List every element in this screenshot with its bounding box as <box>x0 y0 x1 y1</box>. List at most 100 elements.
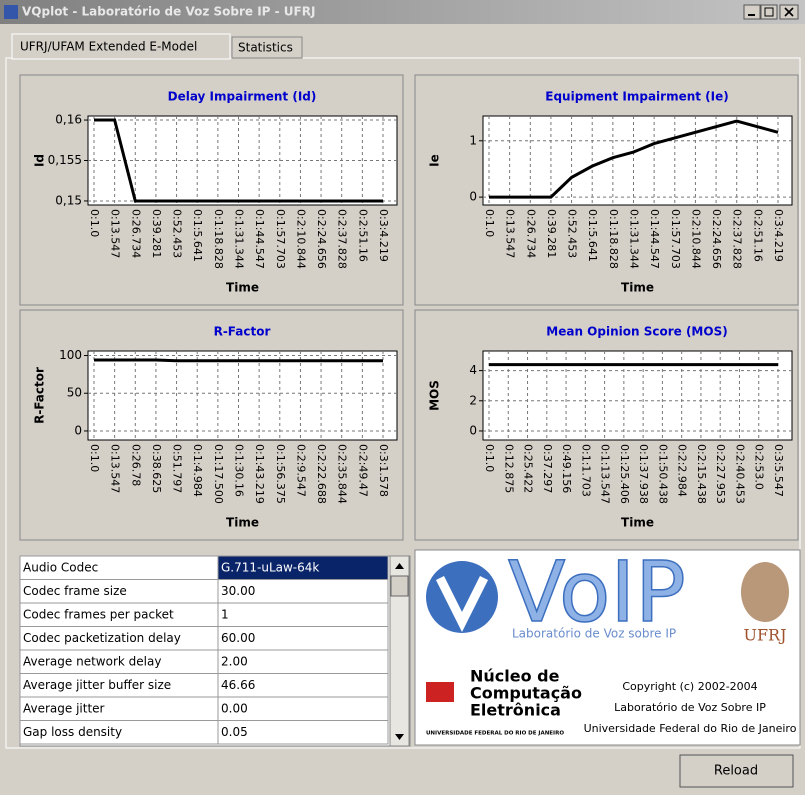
scrollbar[interactable] <box>389 555 410 747</box>
cell-value[interactable] <box>217 720 389 745</box>
param-name: Average network delay <box>23 654 161 668</box>
nce-icon <box>426 682 454 702</box>
x-tick-label: 0:1:50.438 <box>656 444 669 504</box>
x-tick-label: 0:3:1.578 <box>377 444 390 497</box>
x-axis-label: Time <box>621 281 654 295</box>
x-tick-label: 0:2:24.656 <box>315 209 328 269</box>
x-tick-label: 0:2:40.453 <box>733 444 746 504</box>
y-tick-label: 2 <box>469 393 477 407</box>
param-value[interactable]: 60.00 <box>221 631 255 645</box>
tab-label[interactable]: UFRJ/UFAM Extended E-Model <box>20 40 197 54</box>
x-tick-label: 0:1.0 <box>88 444 101 472</box>
window-buttons[interactable] <box>743 4 799 20</box>
x-tick-label: 0:2:53.0 <box>753 444 766 490</box>
x-tick-label: 0:2:37.828 <box>336 209 349 269</box>
y-tick-label: 50 <box>67 386 82 400</box>
param-value[interactable]: 1 <box>221 607 229 621</box>
plot-area <box>87 350 398 441</box>
x-tick-label: 0:1:57.703 <box>669 209 682 269</box>
x-tick-label: 0:51.797 <box>171 444 184 493</box>
y-tick-label: 0,155 <box>48 153 82 167</box>
x-tick-label: 0:2:15.438 <box>695 444 708 504</box>
param-value[interactable]: G.711-uLaw-64k <box>221 560 319 574</box>
y-axis-label: Ie <box>428 154 442 167</box>
x-tick-label: 0:37.297 <box>541 444 554 493</box>
y-axis-label: Id <box>33 154 47 167</box>
x-tick-label: 0:2:35.844 <box>336 444 349 504</box>
copyright: Copyright (c) 2002-2004 <box>622 680 757 693</box>
scroll-up[interactable] <box>395 563 404 569</box>
y-tick-label: 0,15 <box>55 193 82 207</box>
y-axis-label: MOS <box>428 380 442 411</box>
y-tick-label: 0,16 <box>55 113 82 127</box>
y-tick-label: 100 <box>59 348 82 362</box>
x-tick-label: 0:1:17.500 <box>212 444 225 504</box>
param-value[interactable]: 0.00 <box>221 701 248 715</box>
x-tick-label: 0:1:4.984 <box>191 444 204 497</box>
lab-text: Laboratório de Voz sobre IP <box>512 627 676 641</box>
minimize[interactable] <box>743 4 761 20</box>
x-tick-label: 0:25.422 <box>522 444 535 493</box>
x-axis-label: Time <box>621 516 654 530</box>
y-tick-label: 0 <box>469 190 477 204</box>
x-axis-label: Time <box>226 516 259 530</box>
param-name: Average jitter <box>23 701 105 715</box>
x-tick-label: 0:2:10.844 <box>294 209 307 269</box>
y-axis-label: R-Factor <box>33 367 47 424</box>
ufrj-text: UFRJ <box>743 626 786 645</box>
param-value[interactable]: 2.00 <box>221 654 248 668</box>
x-tick-label: 0:1.0 <box>483 444 496 472</box>
x-tick-label: 0:39.281 <box>150 209 163 258</box>
x-tick-label: 0:52.453 <box>171 209 184 258</box>
reload-button[interactable] <box>679 754 794 788</box>
cell-value[interactable] <box>217 602 389 627</box>
ufrj-crest <box>741 562 789 622</box>
x-tick-label: 0:52.453 <box>566 209 579 258</box>
scroll-thumb[interactable] <box>390 575 409 597</box>
x-tick-label: 0:1:18.828 <box>212 209 225 269</box>
x-axis-label: Time <box>226 281 259 295</box>
x-tick-label: 0:26.734 <box>129 209 142 258</box>
voip-v <box>435 575 489 633</box>
x-tick-label: 0:13.547 <box>109 444 122 493</box>
chart-title: Mean Opinion Score (MOS) <box>546 325 727 339</box>
university-text: UNIVERSIDADE FEDERAL DO RIO DE JANEIRO <box>426 731 564 737</box>
nce-line: Eletrônica <box>470 701 561 720</box>
param-value[interactable]: 46.66 <box>221 678 255 692</box>
x-tick-label: 0:1:31.344 <box>233 209 246 269</box>
x-tick-label: 0:1.0 <box>88 209 101 237</box>
x-tick-label: 0:3:4.219 <box>377 209 390 262</box>
copyright: Universidade Federal do Rio de Janeiro <box>584 722 797 735</box>
x-tick-label: 0:2:22.688 <box>315 444 328 504</box>
tab-active[interactable] <box>11 33 231 60</box>
param-name: Gap loss density <box>23 725 122 739</box>
x-tick-label: 0:39.281 <box>545 209 558 258</box>
x-tick-label: 0:2:27.953 <box>714 444 727 504</box>
x-tick-label: 0:1:18.828 <box>607 209 620 269</box>
x-tick-label: 0:1:43.219 <box>253 444 266 504</box>
chart-title: Equipment Impairment (Ie) <box>545 90 729 104</box>
maximize[interactable] <box>760 4 778 20</box>
tab-label[interactable]: Statistics <box>238 41 293 55</box>
chart-title: Delay Impairment (Id) <box>168 90 317 104</box>
app-icon <box>4 5 18 19</box>
x-tick-label: 0:2:2.984 <box>676 444 689 497</box>
nce-line: Núcleo de <box>470 667 560 686</box>
voip-text: VoIP <box>508 543 686 641</box>
x-tick-label: 0:1:5.641 <box>586 209 599 262</box>
x-tick-label: 0:1:44.547 <box>648 209 661 269</box>
param-value[interactable]: 30.00 <box>221 584 255 598</box>
window-title: VQplot - Laboratório de Voz Sobre IP - U… <box>22 5 315 19</box>
param-value[interactable]: 0.05 <box>221 725 248 739</box>
x-tick-label: 0:1:57.703 <box>274 209 287 269</box>
y-tick-label: 4 <box>469 363 477 377</box>
tab[interactable] <box>231 36 303 59</box>
x-tick-label: 0:1:30.16 <box>233 444 246 497</box>
param-name: Codec frames per packet <box>23 607 174 621</box>
reload-label[interactable]: Reload <box>714 764 758 779</box>
x-tick-label: 0:49.156 <box>560 444 573 493</box>
param-name: Average jitter buffer size <box>23 678 171 692</box>
x-tick-label: 0:2:51.16 <box>751 209 764 262</box>
x-tick-label: 0:1:13.547 <box>599 444 612 504</box>
scroll-down[interactable] <box>395 734 404 740</box>
